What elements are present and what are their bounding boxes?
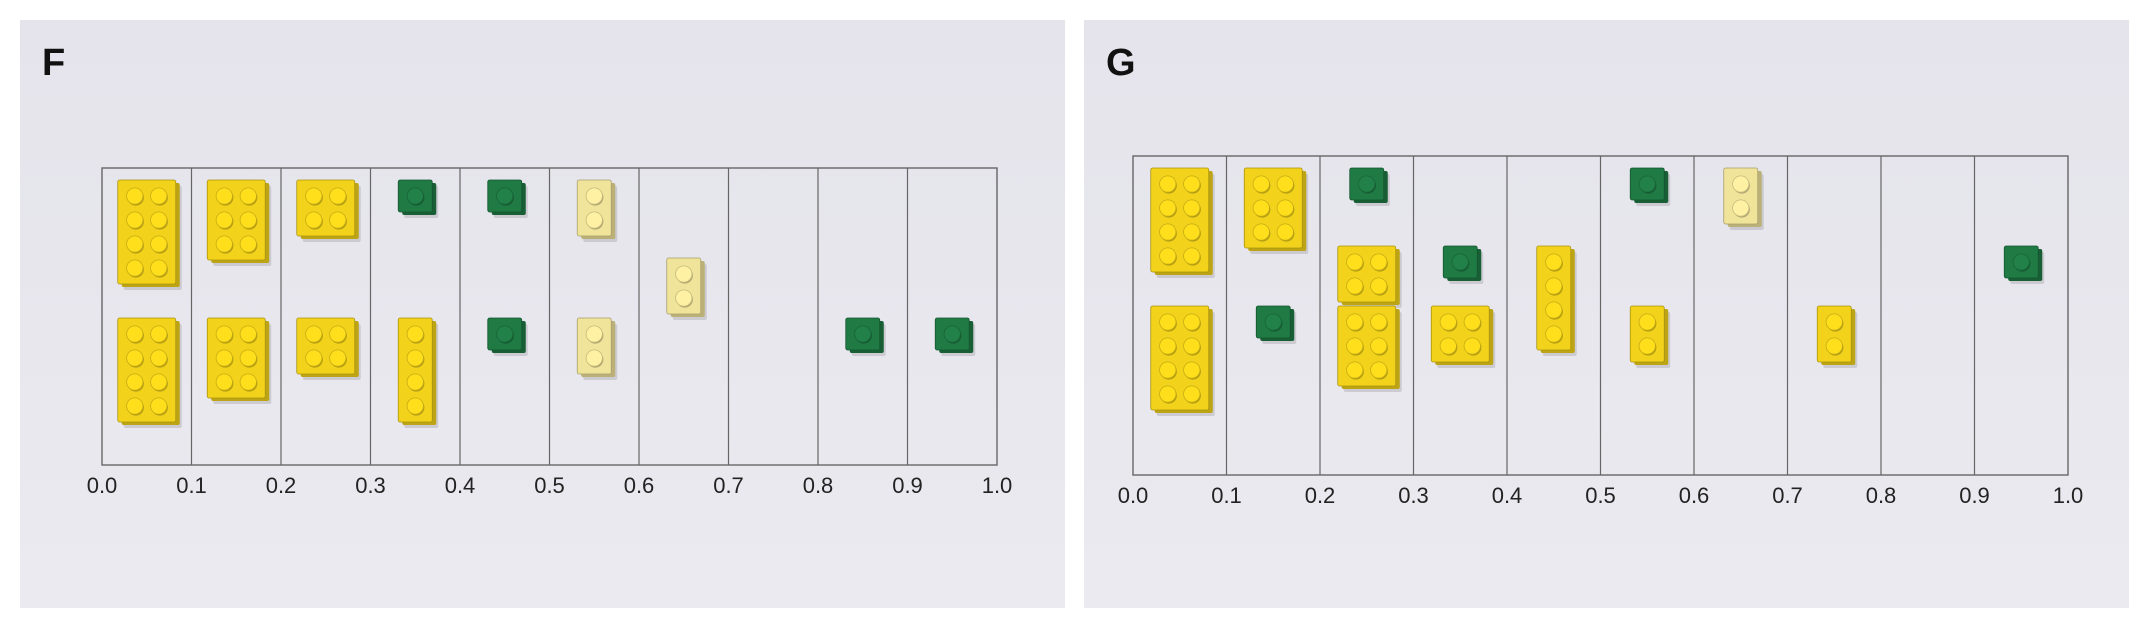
panel-f-photo: F 0.0 0.1 0.2 0.3 0.4 0.5 0.6 0.7 0.8 0.9 1.0	[20, 20, 1065, 608]
pale-yellow-brick	[576, 317, 618, 380]
pale-yellow-brick	[666, 257, 707, 320]
yellow-brick	[1150, 305, 1215, 416]
yellow-brick	[1629, 305, 1671, 368]
yellow-brick	[1816, 305, 1858, 368]
yellow-brick	[117, 179, 182, 290]
axis-tick-label: 0.9	[1959, 483, 1990, 508]
axis-tick-label: 0.1	[1211, 483, 1242, 508]
axis-tick-label: 0.2	[1305, 483, 1336, 508]
yellow-brick	[117, 317, 182, 428]
axis-tick-label: 0.3	[355, 473, 386, 498]
axis-tick-label: 0.5	[534, 473, 565, 498]
yellow-brick	[206, 317, 272, 404]
yellow-brick	[1337, 245, 1402, 308]
axis-tick-label: 0.9	[892, 473, 923, 498]
axis-tick-label: 0.8	[803, 473, 834, 498]
yellow-brick	[1430, 305, 1496, 368]
pale-yellow-brick	[576, 179, 618, 242]
axis-tick-label: 0.4	[445, 473, 476, 498]
yellow-brick	[296, 317, 361, 380]
yellow-brick	[397, 317, 439, 428]
yellow-brick	[296, 179, 361, 242]
yellow-brick	[206, 179, 272, 266]
green-brick	[934, 317, 976, 356]
axis-tick-label: 0.2	[266, 473, 297, 498]
axis-tick-label: 0.1	[176, 473, 207, 498]
axis-tick-label: 0.7	[713, 473, 744, 498]
axis-tick-label: 0.6	[624, 473, 655, 498]
green-brick	[1442, 245, 1484, 284]
green-brick	[845, 317, 886, 356]
green-brick	[2003, 245, 2045, 284]
yellow-brick	[1337, 305, 1402, 392]
axis-tick-label: 0.6	[1679, 483, 1710, 508]
axis-tick-label: 0.4	[1492, 483, 1523, 508]
yellow-brick	[1243, 167, 1309, 254]
histogram-board-g: 0.0 0.1 0.2 0.3 0.4 0.5 0.6 0.7 0.8 0.9 1.0	[1118, 155, 2084, 508]
yellow-brick	[1536, 245, 1577, 356]
axis-tick-label: 0.0	[87, 473, 118, 498]
panel-g-photo: G 0.0 0.1 0.2 0.3 0.4 0.5 0.6 0.7 0.8 0.9 1.0	[1084, 20, 2129, 608]
yellow-brick	[1150, 167, 1215, 278]
axis-tick-label: 0.3	[1398, 483, 1429, 508]
histogram-board-f: 0.0 0.1 0.2 0.3 0.4 0.5 0.6 0.7 0.8 0.9 1.0	[87, 167, 1013, 498]
green-brick	[487, 317, 528, 356]
axis-tick-label: 1.0	[2053, 483, 2084, 508]
green-brick	[1629, 167, 1671, 206]
pale-yellow-brick	[1723, 167, 1764, 230]
axis-tick-label: 0.8	[1866, 483, 1897, 508]
green-brick	[397, 179, 439, 218]
green-brick	[1349, 167, 1390, 206]
axis-tick-label: 0.0	[1118, 483, 1149, 508]
axis-tick-label: 0.5	[1585, 483, 1616, 508]
panel-letter-f: F	[42, 42, 66, 84]
green-brick	[487, 179, 528, 218]
panel-letter-g: G	[1106, 42, 1136, 84]
axis-tick-label: 0.7	[1772, 483, 1803, 508]
green-brick	[1255, 305, 1297, 344]
axis-tick-label: 1.0	[982, 473, 1013, 498]
